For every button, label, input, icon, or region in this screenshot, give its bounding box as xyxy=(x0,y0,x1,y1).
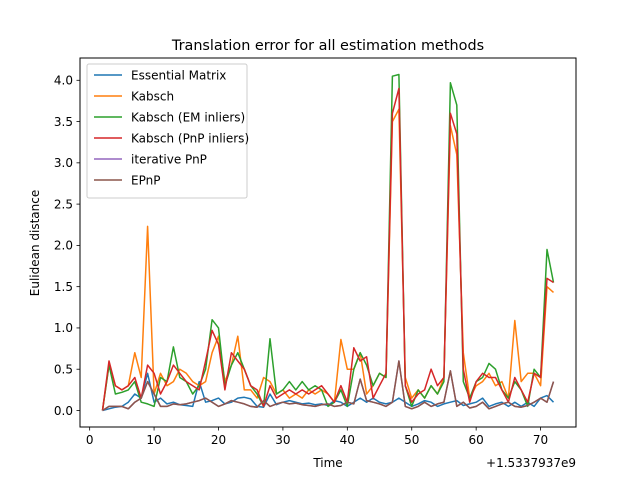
legend-box xyxy=(86,63,248,199)
x-tick-label: 50 xyxy=(404,433,419,447)
legend-label: Kabsch (PnP inliers) xyxy=(131,131,249,145)
y-tick-label: 0.0 xyxy=(54,404,73,418)
y-tick-label: 2.0 xyxy=(54,239,73,253)
series-line-4 xyxy=(101,87,554,411)
series-line-3 xyxy=(101,73,555,411)
y-tick-label: 2.5 xyxy=(54,197,73,211)
y-tick-label: 0.5 xyxy=(54,363,73,377)
legend-label: Essential Matrix xyxy=(131,68,226,82)
axes-frame xyxy=(79,57,577,428)
y-tick-label: 4.0 xyxy=(54,74,73,88)
series-layer xyxy=(101,73,555,412)
y-axis-label: Eulidean distance xyxy=(28,190,42,296)
x-tick-label: 30 xyxy=(275,433,290,447)
y-tick-label: 3.5 xyxy=(54,115,73,129)
legend-label: Kabsch (EM inliers) xyxy=(131,110,245,124)
x-offset-label: +1.5337937e9 xyxy=(486,456,576,470)
x-tick-label: 60 xyxy=(469,433,484,447)
legend-label: Kabsch xyxy=(131,89,174,103)
x-tick-label: 40 xyxy=(340,433,355,447)
legend-label: iterative PnP xyxy=(131,152,207,166)
x-tick-label: 0 xyxy=(86,433,94,447)
chart-legend: Essential Matrix Kabsch Kabsch (EM inliers… xyxy=(86,63,249,199)
x-tick-label: 70 xyxy=(533,433,548,447)
y-tick-label: 3.0 xyxy=(54,156,73,170)
chart-title: Translation error for all estimation met… xyxy=(171,38,484,54)
y-tick-label: 1.5 xyxy=(54,280,73,294)
x-axis: 0 10 20 30 40 50 60 70 xyxy=(86,427,548,447)
series-line-6 xyxy=(102,360,555,412)
y-axis: 0.0 0.5 1.0 1.5 2.0 2.5 3.0 3.5 4.0 xyxy=(54,74,80,418)
y-tick-label: 1.0 xyxy=(54,321,73,335)
legend-label: EPnP xyxy=(131,173,160,187)
x-tick-label: 10 xyxy=(146,433,161,447)
x-axis-label: Time xyxy=(312,456,342,470)
x-tick-label: 20 xyxy=(211,433,226,447)
